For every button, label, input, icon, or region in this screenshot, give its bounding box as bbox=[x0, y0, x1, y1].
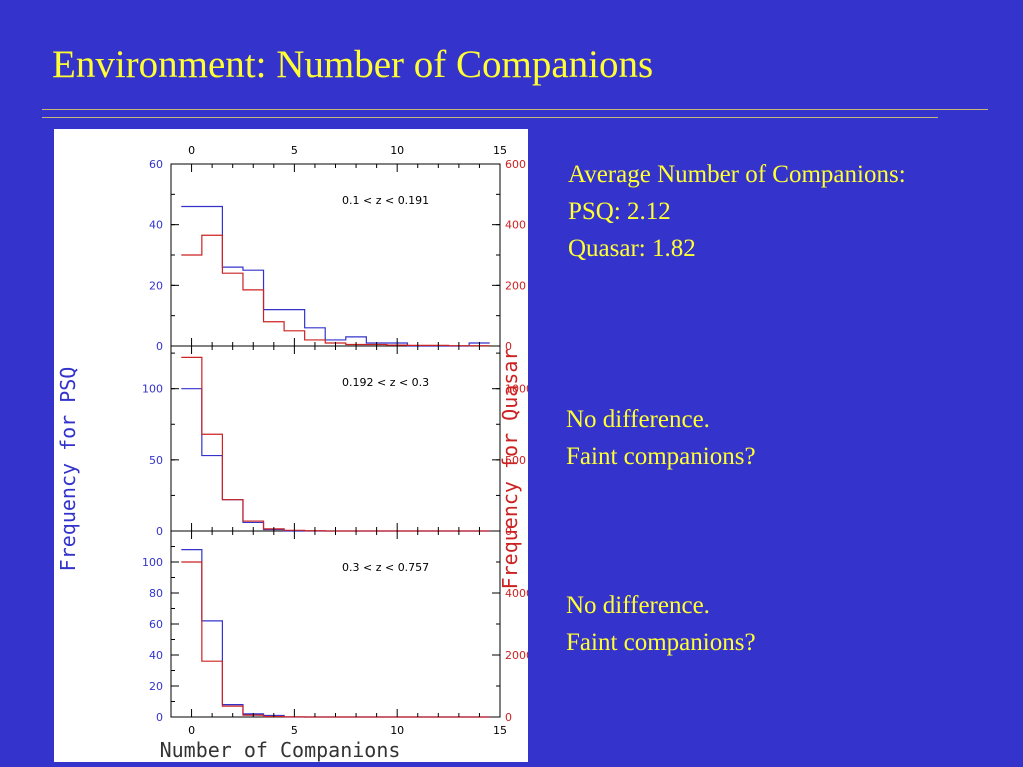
panel2-note-line2: Faint companions? bbox=[566, 443, 756, 470]
histogram-quasar-panel-2 bbox=[181, 356, 490, 532]
histogram-psq-panel-1 bbox=[181, 205, 490, 347]
panel-frame-2 bbox=[170, 345, 501, 532]
average-psq: PSQ: 2.12 bbox=[568, 198, 671, 225]
panel2-note: No difference. Faint companions? bbox=[566, 401, 756, 475]
y-tick-label-right: 0 bbox=[505, 711, 512, 724]
panel3-note-line2: Faint companions? bbox=[566, 629, 756, 656]
x-tick-label-bottom: 10 bbox=[390, 724, 404, 737]
y-axis-label-psq: Frequency for PSQ bbox=[56, 367, 80, 572]
y-tick-label-right: 2000 bbox=[505, 649, 528, 662]
x-tick-label-bottom: 15 bbox=[493, 724, 507, 737]
title-rule-lower bbox=[42, 117, 938, 118]
title-rule-upper bbox=[42, 109, 988, 110]
y-tick-label-left: 60 bbox=[149, 618, 163, 631]
y-tick-label-left: 100 bbox=[142, 556, 163, 569]
panel3-note-line1: No difference. bbox=[566, 592, 710, 619]
average-heading: Average Number of Companions: bbox=[568, 161, 906, 188]
panel-frame-3 bbox=[170, 530, 501, 718]
x-tick-label-top: 10 bbox=[390, 144, 404, 157]
x-tick-label-top: 0 bbox=[188, 144, 195, 157]
histogram-psq-panel-2 bbox=[181, 388, 490, 532]
y-tick-label-left: 60 bbox=[149, 158, 163, 171]
y-tick-label-left: 40 bbox=[149, 219, 163, 232]
histogram-figure: 0 20 40 60 0 200 400 600 0.1 < z < 0.191 0 50 100 0 5… bbox=[54, 129, 528, 762]
y-tick-label-right: 400 bbox=[505, 219, 526, 232]
panel-1-redshift-label: 0.1 < z < 0.191 bbox=[342, 194, 429, 207]
y-tick-label-left: 0 bbox=[156, 525, 163, 538]
y-tick-label-left: 0 bbox=[156, 340, 163, 353]
average-companions-note: Average Number of Companions: PSQ: 2.12 … bbox=[568, 156, 906, 267]
y-tick-label-right: 600 bbox=[505, 158, 526, 171]
y-tick-label-left: 50 bbox=[149, 454, 163, 467]
y-tick-label-left: 80 bbox=[149, 587, 163, 600]
y-tick-label-left: 20 bbox=[149, 680, 163, 693]
y-tick-label-right: 500 bbox=[505, 454, 526, 467]
y-tick-label-right: 0 bbox=[505, 340, 512, 353]
y-tick-label-right: 200 bbox=[505, 279, 526, 292]
histogram-quasar-panel-3 bbox=[181, 561, 490, 718]
y-tick-label-right: 0 bbox=[505, 525, 512, 538]
y-tick-label-left: 40 bbox=[149, 649, 163, 662]
x-tick-label-bottom: 0 bbox=[188, 724, 195, 737]
x-tick-label-bottom: 5 bbox=[291, 724, 298, 737]
x-axis-label: Number of Companions bbox=[160, 738, 401, 762]
average-quasar: Quasar: 1.82 bbox=[568, 235, 696, 262]
panel2-note-line1: No difference. bbox=[566, 406, 710, 433]
y-tick-label-left: 100 bbox=[142, 383, 163, 396]
panel3-note: No difference. Faint companions? bbox=[566, 587, 756, 661]
x-tick-label-top: 15 bbox=[493, 144, 507, 157]
slide-title: Environment: Number of Companions bbox=[52, 43, 654, 86]
panel-2-redshift-label: 0.192 < z < 0.3 bbox=[342, 376, 429, 389]
y-tick-label-left: 0 bbox=[156, 711, 163, 724]
panel-3-redshift-label: 0.3 < z < 0.757 bbox=[342, 561, 429, 574]
histogram-psq-panel-3 bbox=[181, 549, 490, 718]
y-axis-label-quasar: Frequency for Quasar bbox=[498, 349, 522, 590]
x-tick-label-top: 5 bbox=[291, 144, 298, 157]
y-tick-label-left: 20 bbox=[149, 279, 163, 292]
histogram-quasar-panel-1 bbox=[181, 234, 490, 347]
panel-frame-1 bbox=[170, 163, 501, 347]
